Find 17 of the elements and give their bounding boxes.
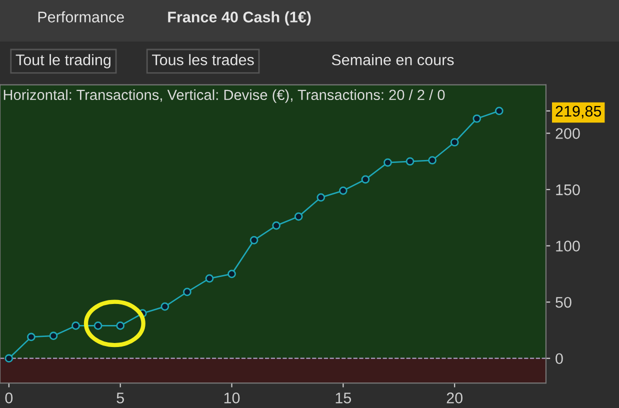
- x-tick-label: 20: [446, 392, 462, 404]
- chart-title: Horizontal: Transactions, Vertical: Devise (€), Transactions: 20 / 2 / 0: [4, 89, 445, 103]
- y-tick-label: 200: [556, 128, 580, 139]
- text: Semaine en cours: [332, 54, 454, 66]
- x-tick-label: 15: [336, 392, 352, 404]
- y-tick-label: 100: [556, 240, 580, 252]
- text: Tout le trading: [16, 54, 110, 68]
- y-tick-label: 50: [556, 296, 572, 308]
- y-tick-label: 150: [556, 184, 580, 196]
- text: Performance: [38, 11, 124, 22]
- x-tick-label: 5: [116, 392, 124, 404]
- text: Tous les trades: [152, 54, 254, 66]
- y-tick-label: 0: [556, 353, 563, 364]
- x-tick-label: 10: [224, 392, 240, 404]
- y-tick-label: 219,85: [556, 106, 602, 118]
- text: France 40 Cash (1€): [168, 11, 311, 26]
- x-tick-label: 0: [5, 392, 13, 404]
